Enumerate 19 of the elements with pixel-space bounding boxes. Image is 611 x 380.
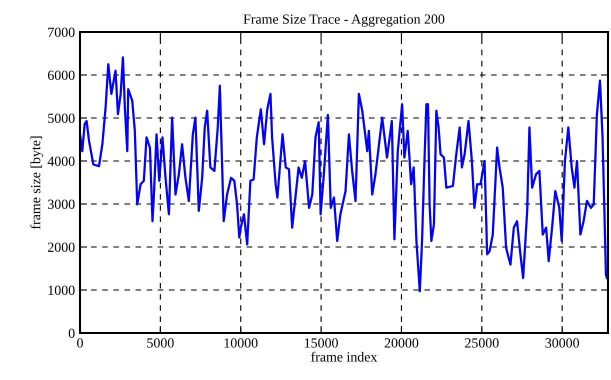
y-tick-label: 4000 bbox=[48, 156, 75, 166]
y-tick-label: 3000 bbox=[48, 200, 75, 209]
x-tick-label: 5000 bbox=[147, 338, 174, 348]
x-axis-title: frame index bbox=[311, 352, 378, 362]
y-tick-label: 2000 bbox=[48, 242, 75, 252]
y-tick-label: 1000 bbox=[48, 286, 75, 295]
y-tick-label: 7000 bbox=[48, 28, 75, 37]
y-tick-label: 6000 bbox=[48, 70, 75, 80]
x-tick-label: 25000 bbox=[465, 338, 499, 348]
y-tick-label: 0 bbox=[68, 328, 75, 338]
line-series bbox=[80, 56, 608, 292]
y-tick-label: 5000 bbox=[48, 114, 75, 123]
chart-title: Frame Size Trace - Aggregation 200 bbox=[244, 14, 444, 27]
x-tick-label: 30000 bbox=[545, 338, 580, 348]
x-tick-label: 10000 bbox=[224, 338, 258, 348]
x-tick-label: 0 bbox=[77, 338, 83, 348]
x-tick-label: 15000 bbox=[304, 338, 338, 348]
x-tick-label: 20000 bbox=[384, 338, 418, 348]
y-axis-title: frame size [byte] bbox=[30, 136, 44, 230]
